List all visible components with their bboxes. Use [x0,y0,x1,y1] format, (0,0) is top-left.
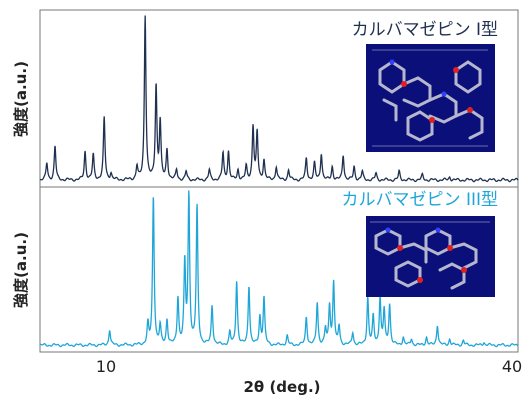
x-tick-label-10: 10 [96,357,116,376]
traces [39,15,519,348]
series-line-form-i [39,15,519,183]
crystal-structure-image-form-iii [366,216,495,297]
bottom-y-axis-label: 強度(a.u.) [12,232,30,308]
series-line-form-iii [39,190,519,348]
crystal-structure-image-form-i [366,44,495,152]
x-axis-label: 2θ (deg.) [243,378,320,396]
bottom-panel-frame [39,186,519,353]
bottom-panel-title: カルバマゼピン III型 [342,190,498,210]
top-panel-title: カルバマゼピン I型 [352,20,498,40]
top-y-axis-label: 強度(a.u.) [12,61,30,137]
x-tick-label-40: 40 [502,357,522,376]
